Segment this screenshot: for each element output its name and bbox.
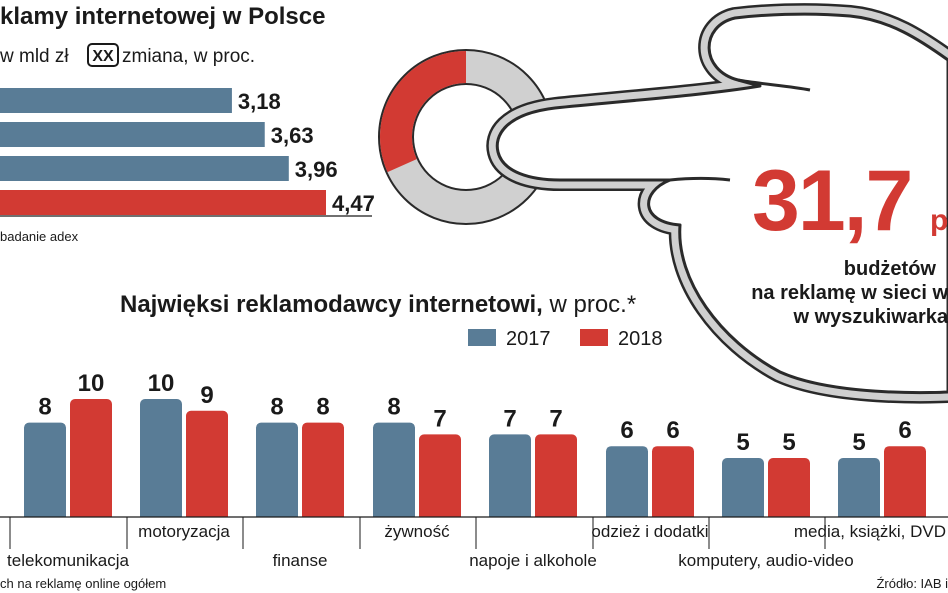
bar-2018-base bbox=[535, 511, 577, 517]
bar-2017 bbox=[256, 422, 298, 517]
legend-label-2017: 2017 bbox=[506, 328, 551, 350]
bar-2017 bbox=[24, 422, 66, 517]
ad-spend-bars: 3,18 3,63 3,96 4,47 bbox=[0, 88, 375, 216]
bar-value-label: 7 bbox=[549, 405, 562, 432]
bar-value-label: 10 bbox=[148, 370, 175, 397]
bar-2017-base bbox=[606, 511, 648, 517]
ad-spend-bar bbox=[0, 122, 265, 147]
bar-2018-base bbox=[884, 511, 926, 517]
bar-2017 bbox=[838, 458, 880, 517]
bar-2017 bbox=[722, 458, 764, 517]
change-legend: XX zmiana, w proc. bbox=[87, 43, 255, 67]
bar-2017-base bbox=[373, 511, 415, 517]
donut-share-arc bbox=[380, 51, 467, 173]
thumb-crease bbox=[669, 177, 731, 182]
legend-swatch-2017 bbox=[468, 329, 496, 346]
category-label: napoje i alkohole bbox=[469, 551, 597, 570]
category-label: odzież i dodatki bbox=[591, 522, 708, 541]
category-label: żywność bbox=[384, 522, 450, 541]
bar-2017-base bbox=[140, 511, 182, 517]
bar-2018-base bbox=[419, 511, 461, 517]
bar-2018-base bbox=[186, 511, 228, 517]
highlight-line-1: budżetów bbox=[844, 258, 937, 280]
change-legend-text: zmiana, w proc. bbox=[122, 46, 255, 67]
legend-swatch-2018 bbox=[580, 329, 608, 346]
ad-spend-unit: w mld zł bbox=[0, 46, 69, 67]
pointing-hand-graphic bbox=[378, 3, 948, 404]
category-label: telekomunikacja bbox=[7, 551, 129, 570]
bar-2017-base bbox=[722, 511, 764, 517]
bar-2018 bbox=[419, 434, 461, 517]
bar-2017 bbox=[606, 446, 648, 517]
bar-2017-base bbox=[256, 511, 298, 517]
bar-2018-base bbox=[302, 511, 344, 517]
category-label: komputery, audio-video bbox=[678, 551, 853, 570]
ad-spend-bar-value: 3,18 bbox=[238, 89, 281, 114]
bar-value-label: 5 bbox=[852, 429, 865, 456]
bar-value-label: 6 bbox=[666, 417, 679, 444]
category-label: finanse bbox=[273, 551, 328, 570]
ad-spend-title: klamy internetowej w Polsce bbox=[0, 3, 325, 30]
advertisers-source: Źródło: IAB i bbox=[876, 576, 948, 591]
bar-2017-base bbox=[838, 511, 880, 517]
bar-value-label: 10 bbox=[78, 370, 105, 397]
bar-value-label: 8 bbox=[38, 394, 51, 421]
ad-spend-chart: klamy internetowej w Polsce w mld zł XX … bbox=[0, 3, 375, 244]
advertisers-chart: Najwięksi reklamodawcy internetowi, w pr… bbox=[0, 291, 948, 591]
bar-value-label: 6 bbox=[620, 417, 633, 444]
ad-spend-bar bbox=[0, 88, 232, 113]
bar-2018 bbox=[302, 422, 344, 517]
legend-label-2018: 2018 bbox=[618, 328, 663, 350]
bar-2017-base bbox=[24, 511, 66, 517]
bar-2018 bbox=[535, 434, 577, 517]
bar-2018 bbox=[652, 446, 694, 517]
category-label: motoryzacja bbox=[138, 522, 230, 541]
advertisers-bars: 8 10 10 9 8 8 8 7 7 7 6 6 5 5 5 6 bbox=[24, 370, 926, 517]
bar-2018-base bbox=[70, 511, 112, 517]
highlight-stat: 31,7 p budżetów na reklamę w sieci w w w… bbox=[751, 153, 948, 328]
bar-2018-base bbox=[652, 511, 694, 517]
bar-value-label: 8 bbox=[316, 394, 329, 421]
ad-spend-bar bbox=[0, 190, 326, 215]
change-legend-box-label: XX bbox=[92, 48, 114, 65]
bar-2018 bbox=[884, 446, 926, 517]
category-label: media, książki, DVD bbox=[794, 522, 946, 541]
bar-2018 bbox=[70, 399, 112, 517]
ad-spend-source: badanie adex bbox=[0, 229, 79, 244]
bar-2017-base bbox=[489, 511, 531, 517]
bar-2017 bbox=[489, 434, 531, 517]
bar-2018 bbox=[768, 458, 810, 517]
highlight-unit: p bbox=[930, 204, 948, 237]
highlight-value: 31,7 bbox=[752, 153, 911, 249]
highlight-line-3: w wyszukiwarka bbox=[792, 306, 948, 328]
highlight-line-2: na reklamę w sieci w bbox=[751, 282, 948, 304]
bar-2017 bbox=[373, 422, 415, 517]
change-legend-box bbox=[87, 43, 119, 67]
advertisers-title: Najwięksi reklamodawcy internetowi, w pr… bbox=[120, 291, 636, 318]
bar-value-label: 5 bbox=[782, 429, 795, 456]
bar-value-label: 8 bbox=[270, 394, 283, 421]
ad-spend-bar-value: 4,47 bbox=[332, 191, 375, 216]
bar-value-label: 7 bbox=[433, 405, 446, 432]
bar-value-label: 7 bbox=[503, 405, 516, 432]
advertisers-footnote: ch na reklamę online ogółem bbox=[0, 576, 166, 591]
bar-value-label: 5 bbox=[736, 429, 749, 456]
bar-value-label: 9 bbox=[200, 382, 213, 409]
ad-spend-bar bbox=[0, 156, 289, 181]
finger-crease bbox=[737, 78, 811, 92]
bar-2017 bbox=[140, 399, 182, 517]
bar-2018 bbox=[186, 410, 228, 517]
hand-inner-line bbox=[495, 12, 948, 395]
advertisers-legend: 2017 2018 bbox=[468, 328, 663, 350]
ad-spend-bar-value: 3,96 bbox=[295, 157, 338, 182]
ad-spend-bar-value: 3,63 bbox=[271, 123, 314, 148]
bar-value-label: 6 bbox=[898, 417, 911, 444]
bar-value-label: 8 bbox=[387, 394, 400, 421]
bar-2018-base bbox=[768, 511, 810, 517]
advertisers-category-labels: telekomunikacja motoryzacja finanse żywność… bbox=[7, 517, 946, 570]
